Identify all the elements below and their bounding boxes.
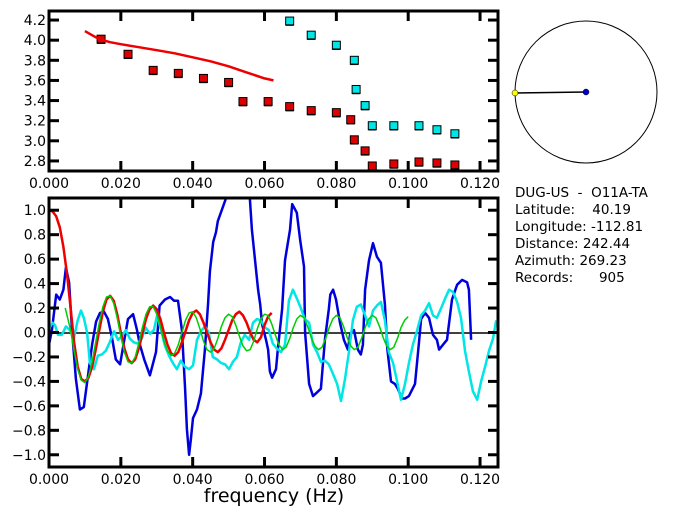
y-tick-label: 3.0 [24, 134, 46, 150]
red-marker [450, 160, 460, 170]
red-marker [331, 108, 341, 118]
red-marker [360, 146, 370, 156]
dispersion-plot: 0.000 0.020 0.040 0.060 0.080 0.100 0.120 4.2 4.… [24, 9, 500, 192]
red-marker [414, 157, 424, 167]
azimuth-readout: Azimuth: 269.23 [515, 253, 627, 269]
latitude-readout: Latitude: 40.19 [515, 202, 631, 218]
red-marker [306, 106, 316, 116]
y-tick-label: −0.4 [12, 374, 46, 390]
x-tick-label: 0.000 [29, 472, 69, 488]
y-tick-label: −0.2 [12, 350, 46, 366]
y-tick-label: 3.6 [24, 73, 46, 89]
red-marker [349, 135, 359, 145]
station-center-marker [582, 88, 590, 96]
y-tick-label: 4.0 [24, 33, 46, 49]
x-tick-label: 0.060 [244, 472, 284, 488]
x-tick-label: 0.120 [460, 472, 500, 488]
red-marker [123, 49, 133, 59]
red-marker [432, 158, 442, 168]
cyan-marker [367, 121, 377, 131]
y-tick-label: −0.6 [12, 399, 46, 415]
cyan-marker [414, 121, 424, 131]
cyan-marker [432, 125, 442, 135]
azimuth-line [514, 91, 587, 94]
red-marker [389, 159, 399, 169]
x-tick-label: 0.060 [244, 176, 284, 192]
red-marker [238, 97, 248, 107]
x-tick-label: 0.080 [316, 176, 356, 192]
y-tick-label: 4.2 [24, 13, 46, 29]
cyan-marker [351, 84, 361, 94]
x-tick-label: 0.020 [101, 472, 141, 488]
red-marker [346, 115, 356, 125]
y-tick-label: −0.8 [12, 423, 46, 439]
red-marker [224, 77, 234, 87]
y-tick-label: 2.8 [24, 154, 46, 170]
x-tick-label: 0.100 [388, 472, 428, 488]
cyan-marker [349, 55, 359, 65]
y-tick-label: 3.4 [24, 94, 46, 110]
cyan-marker [360, 101, 370, 111]
blue-observed-line [49, 198, 473, 457]
x-axis-label: frequency (Hz) [204, 485, 344, 507]
dispersion-plot-frame [47, 9, 500, 173]
cyan-observed-line [49, 288, 498, 403]
azimuth-dial [511, 20, 658, 164]
azimuth-endpoint-marker [511, 89, 519, 97]
x-tick-label: 0.040 [173, 176, 213, 192]
correlation-plot: 0.000 0.020 0.040 0.060 0.080 0.100 0.120 1.0 0.… [12, 196, 500, 507]
y-tick-label: 0.8 [24, 228, 46, 244]
y-tick-label: 0.2 [24, 301, 46, 317]
x-tick-label: 0.100 [388, 176, 428, 192]
red-marker [263, 97, 273, 107]
station-pair-title: DUG-US - O11A-TA [515, 185, 648, 201]
cyan-marker [331, 40, 341, 50]
cyan-marker [306, 30, 316, 40]
x-tick-label: 0.040 [173, 472, 213, 488]
red-marker [285, 102, 295, 112]
y-tick-label: 0.6 [24, 252, 46, 268]
cyan-marker [389, 121, 399, 131]
cyan-marker [285, 16, 295, 26]
red-model-curve-line [84, 30, 274, 82]
y-tick-label: 1.0 [24, 203, 46, 219]
x-tick-label: 0.000 [29, 176, 69, 192]
red-marker [173, 68, 183, 78]
cyan-marker [450, 129, 460, 139]
red-marker [148, 65, 158, 75]
y-tick-label: 3.2 [24, 114, 46, 130]
x-tick-label: 0.080 [316, 472, 356, 488]
x-tick-label: 0.020 [101, 176, 141, 192]
y-tick-label: 0.0 [24, 326, 46, 342]
x-tick-label: 0.120 [460, 176, 500, 192]
y-tick-label: 3.8 [24, 53, 46, 69]
distance-readout: Distance: 242.44 [515, 236, 631, 252]
longitude-readout: Longitude: -112.81 [515, 219, 644, 235]
y-tick-label: 0.4 [24, 277, 46, 293]
green-model-line [64, 295, 409, 384]
red-marker [198, 73, 208, 83]
records-readout: Records: 905 [515, 270, 625, 286]
red-marker [367, 161, 377, 171]
y-tick-label: −1.0 [12, 448, 46, 464]
